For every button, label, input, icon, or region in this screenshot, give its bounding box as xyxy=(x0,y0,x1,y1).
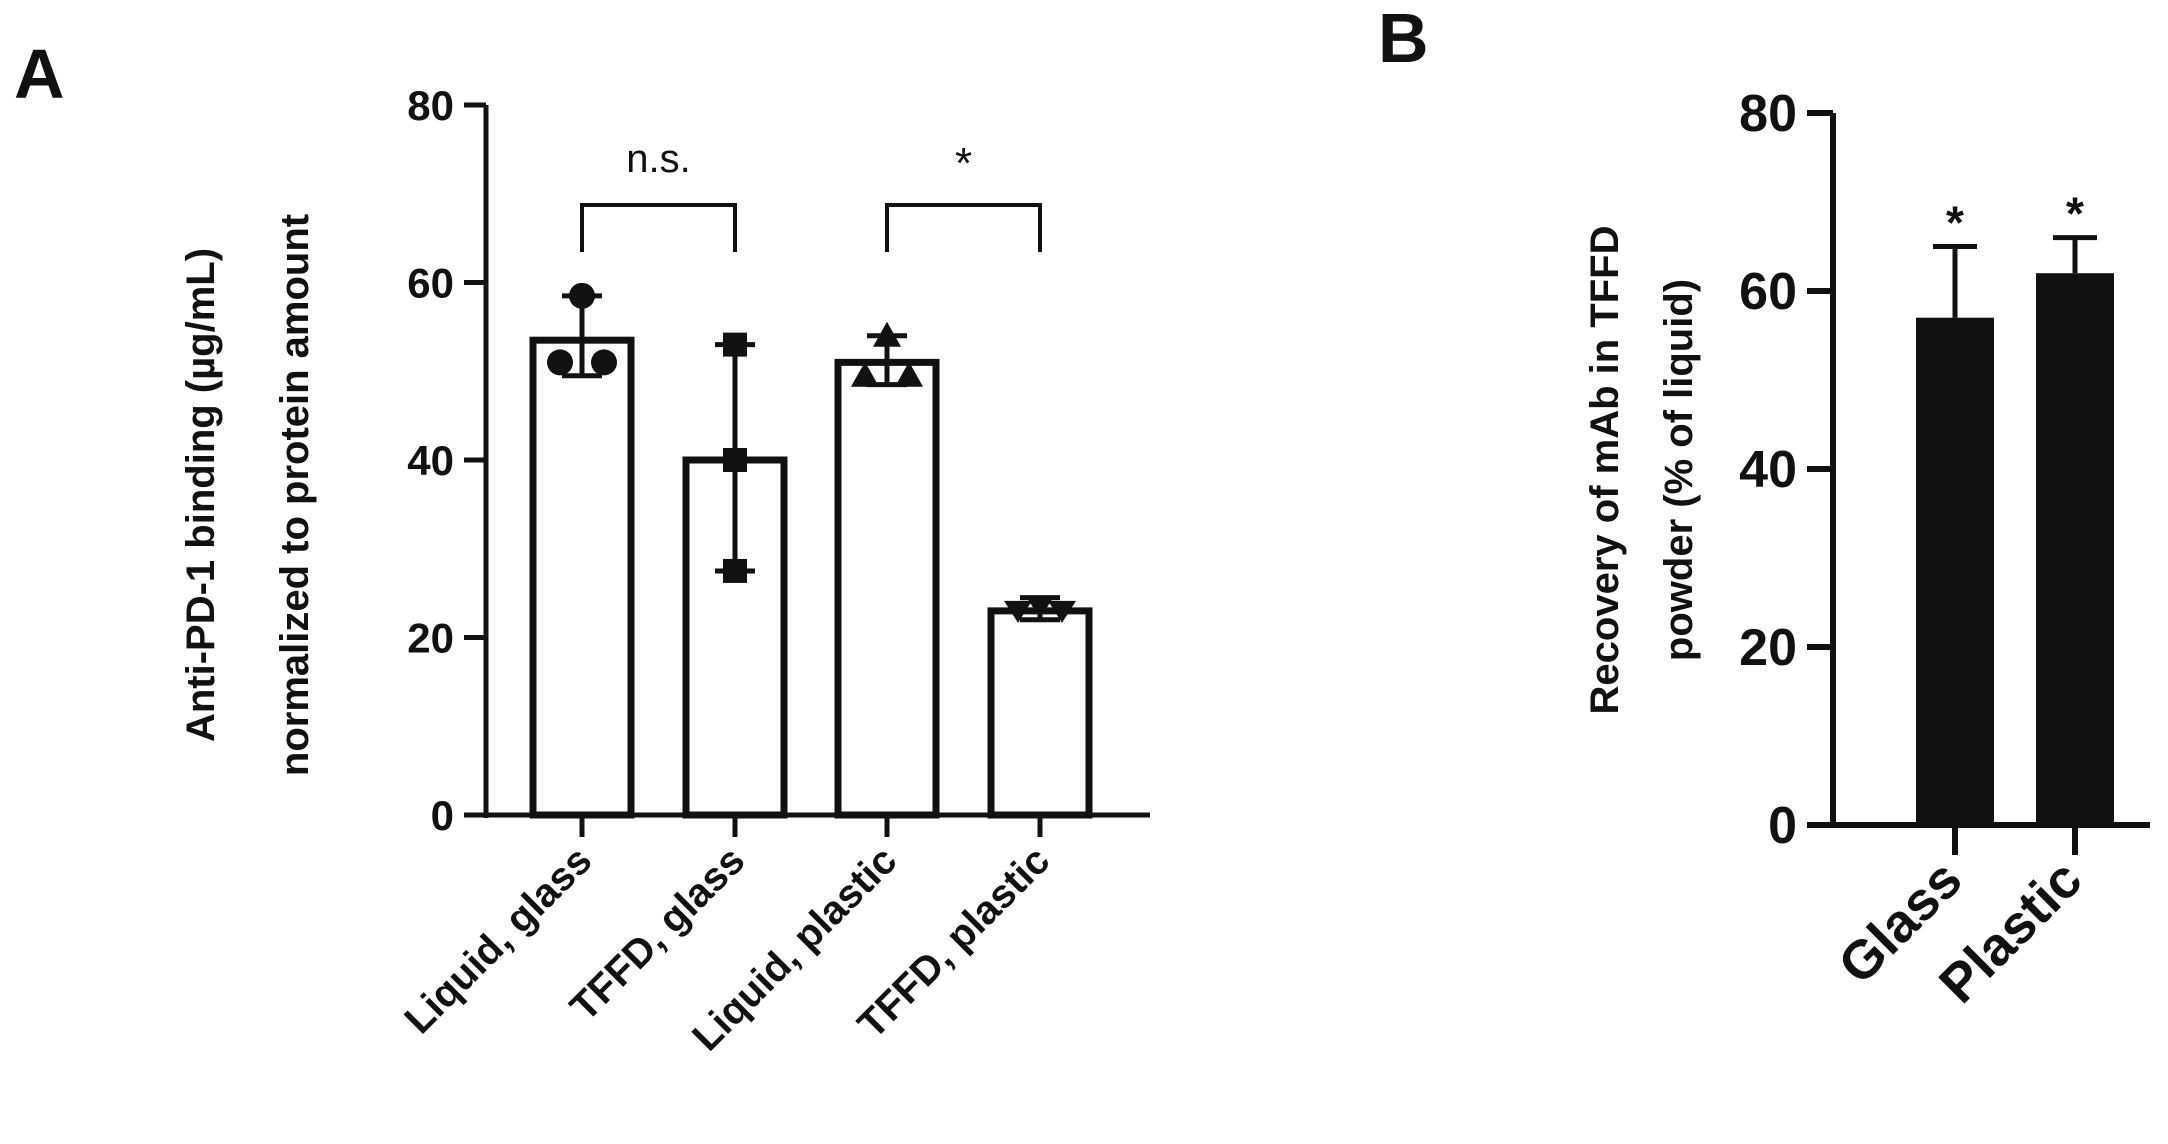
panel-a-ytick-label-0: 0 xyxy=(431,792,454,839)
panel-b-ytick-label-0: 0 xyxy=(1768,797,1797,855)
data-point-4-2 xyxy=(1004,600,1032,623)
data-point-1-3 xyxy=(591,349,617,376)
panel-a-ylabel: Anti-PD-1 binding (µg/mL) normalized to … xyxy=(179,214,317,776)
bar-b-1 xyxy=(1916,317,1994,825)
comparison-label-1: n.s. xyxy=(626,137,690,181)
data-point-4-3 xyxy=(1048,600,1076,623)
panel-b-ytick-label-20: 20 xyxy=(1739,619,1797,677)
panel-a-letter: A xyxy=(14,35,65,113)
panel-a-ytick-label-60: 60 xyxy=(407,260,454,307)
panel-b-ytick-label-40: 40 xyxy=(1739,441,1797,499)
panel-a-ytick-label-80: 80 xyxy=(407,82,454,129)
panel-b-ylabel: Recovery of mAb in TFFD powder (% of liq… xyxy=(1583,226,1701,715)
data-point-2-3 xyxy=(723,558,747,583)
data-point-4-1 xyxy=(1026,596,1054,619)
data-point-3-1 xyxy=(873,321,901,347)
data-point-3-3 xyxy=(895,361,923,387)
panel-a-xtick-label-1: Liquid, glass xyxy=(396,838,600,1042)
panel-b-ytick-label-80: 80 xyxy=(1739,85,1797,143)
panel-b-ytick-label-60: 60 xyxy=(1739,263,1797,321)
bar-4 xyxy=(987,607,1093,819)
panel-b-letter: B xyxy=(1378,0,1429,77)
panel-a-ylabel-line1: Anti-PD-1 binding (µg/mL) xyxy=(179,248,223,742)
data-point-1-2 xyxy=(547,349,573,376)
bar-1 xyxy=(529,336,635,819)
bar-3 xyxy=(834,358,940,819)
panel-b-ylabel-line2: powder (% of liquid) xyxy=(1657,279,1701,661)
significance-star-b-2: * xyxy=(2066,188,2084,240)
bar-b-2 xyxy=(2036,273,2114,825)
panel-b-ylabel-line1: Recovery of mAb in TFFD xyxy=(1583,226,1627,715)
comparison-label-2: * xyxy=(955,139,972,188)
panel-a-ylabel-line2: normalized to protein amount xyxy=(273,214,317,776)
comparison-bracket-1 xyxy=(580,203,737,252)
data-point-2-1 xyxy=(723,332,747,357)
comparison-bracket-2 xyxy=(885,203,1042,252)
panel-a-ytick-label-40: 40 xyxy=(407,437,454,484)
panel-a-ytick-label-20: 20 xyxy=(407,615,454,662)
data-point-2-2 xyxy=(723,448,747,472)
significance-star-b-1: * xyxy=(1946,197,1964,249)
data-point-1-1 xyxy=(569,282,595,309)
data-point-3-2 xyxy=(851,361,879,387)
